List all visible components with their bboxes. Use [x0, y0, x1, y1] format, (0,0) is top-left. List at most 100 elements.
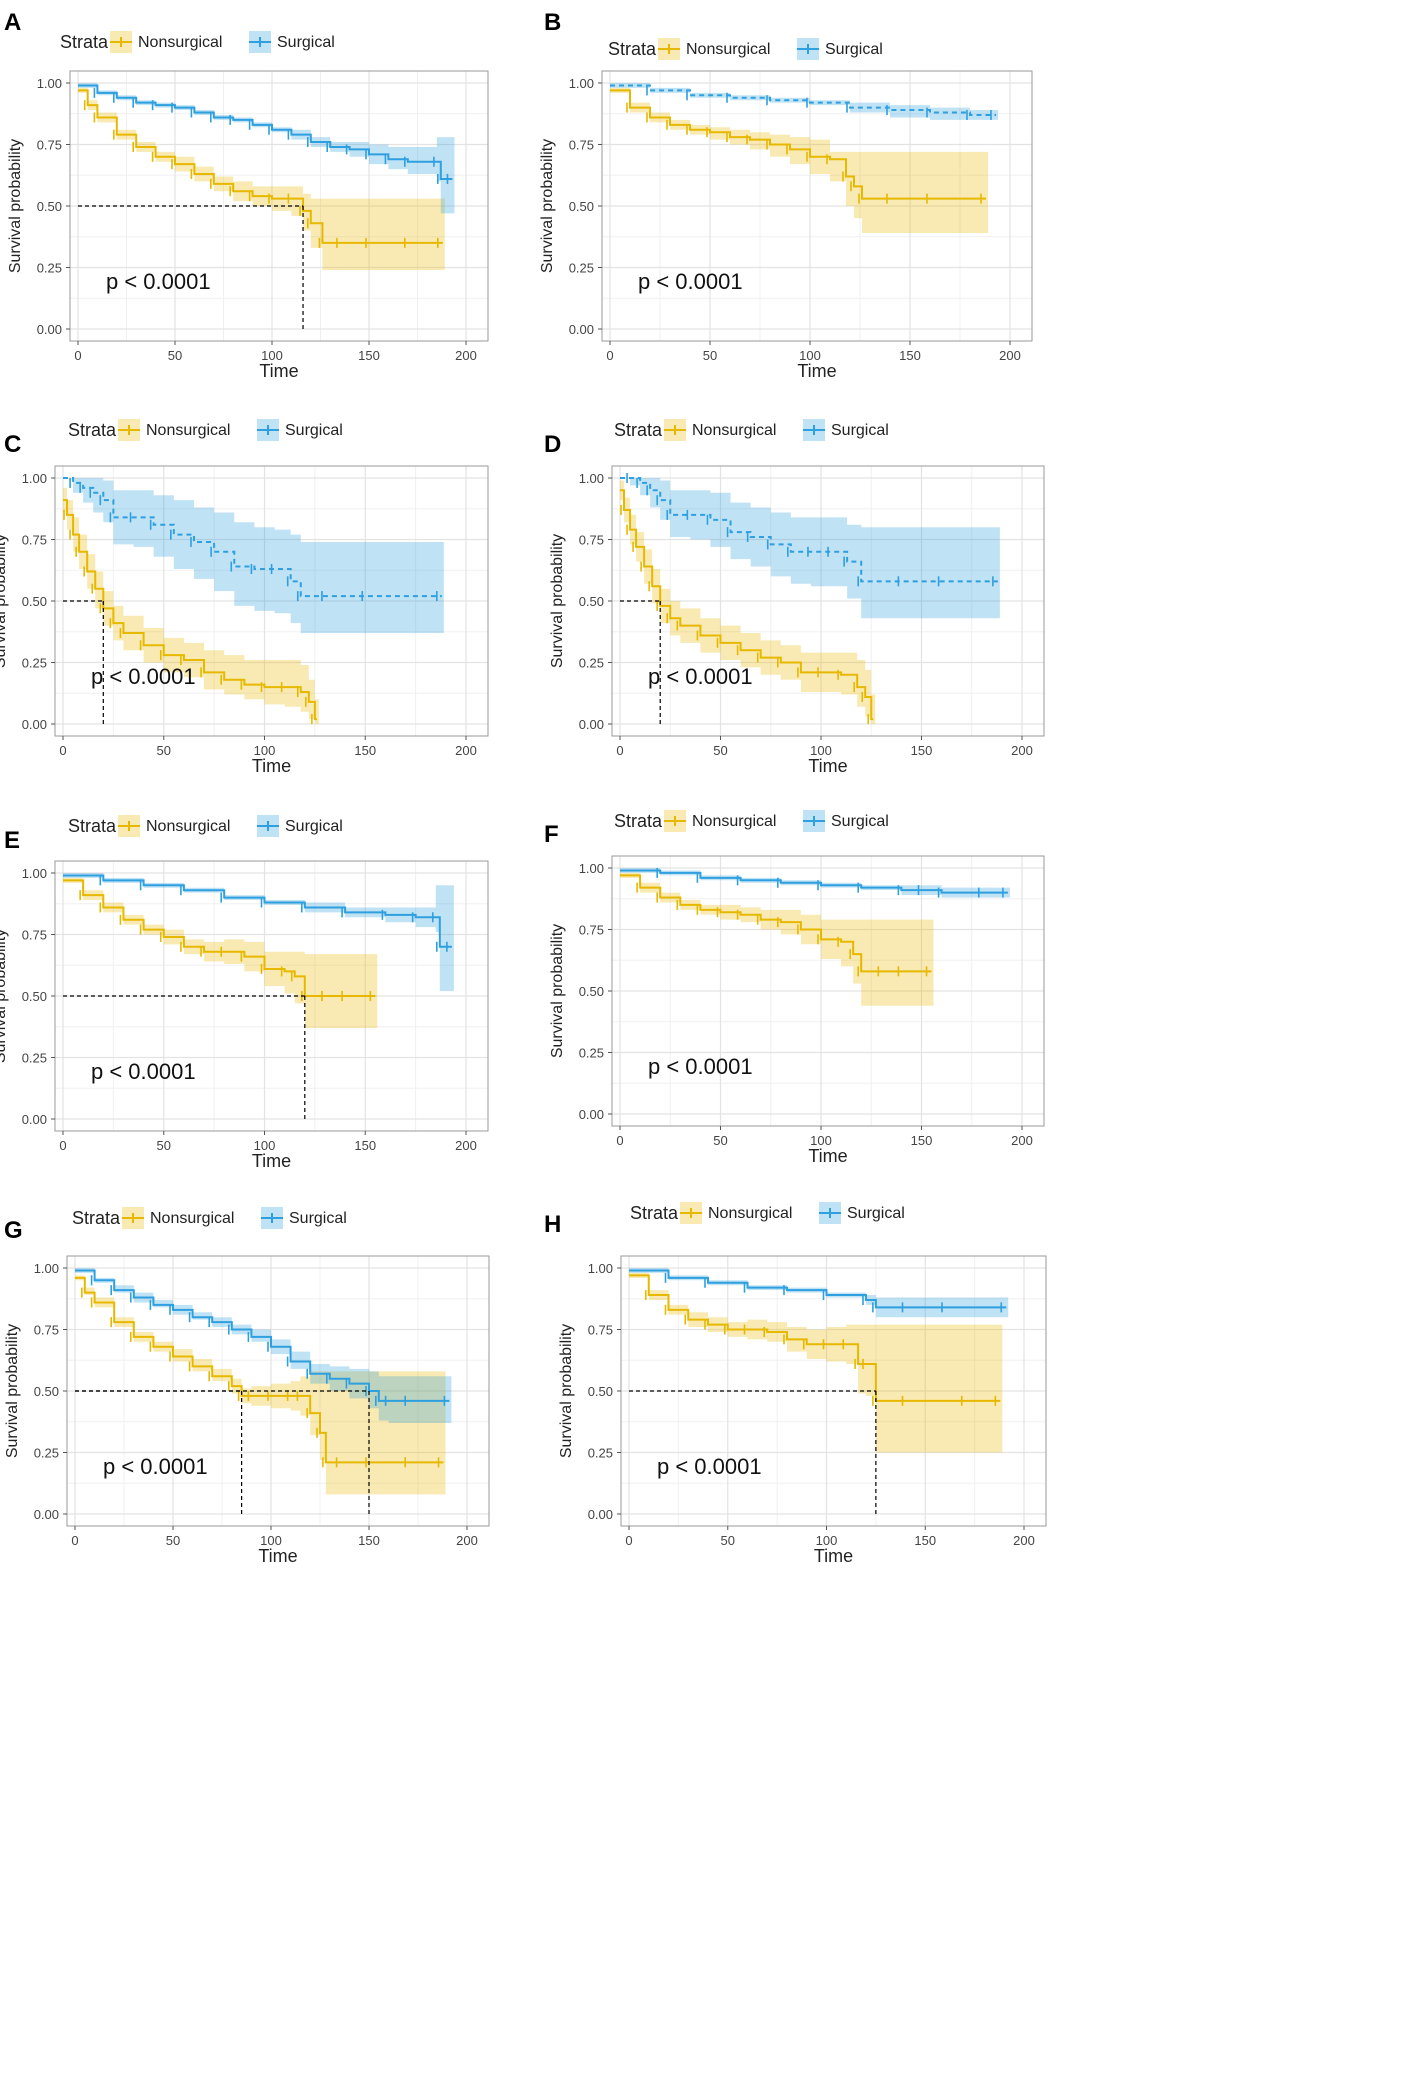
x-tick-label: 150: [358, 1533, 380, 1548]
survival-curve-surgical: [620, 869, 1008, 894]
panel-label: G: [4, 1217, 23, 1244]
series-nonsurgical: [620, 480, 876, 725]
legend-label-nonsurgical: Nonsurgical: [692, 422, 776, 439]
x-axis-title: Time: [808, 1146, 847, 1166]
x-tick-label: 50: [166, 1533, 180, 1548]
survival-curve-nonsurgical: [629, 1274, 1001, 1402]
y-tick-label: 1.00: [22, 866, 47, 881]
y-tick-label: 0.75: [579, 533, 604, 548]
ci-band-surgical: [78, 83, 455, 214]
series-nonsurgical: [620, 872, 934, 1006]
y-tick-label: 0.25: [569, 261, 594, 276]
y-tick-label: 0.50: [569, 199, 594, 214]
x-tick-label: 0: [616, 1133, 623, 1148]
survival-curve-nonsurgical: [75, 1276, 444, 1464]
series-surgical: [63, 873, 454, 992]
legend-label-nonsurgical: Nonsurgical: [138, 34, 222, 51]
series-surgical: [610, 83, 998, 120]
y-tick-label: 0.00: [579, 1107, 604, 1122]
y-tick-label: 1.00: [37, 76, 62, 91]
x-tick-label: 200: [1013, 1533, 1035, 1548]
x-tick-label: 200: [455, 1138, 477, 1153]
x-tick-label: 100: [260, 1533, 282, 1548]
y-tick-label: 1.00: [579, 861, 604, 876]
panel-g: G Strata Nonsurgical Surgical 0.00 0.25 0.50 0.…: [4, 1207, 490, 1566]
x-axis-title: Time: [814, 1546, 853, 1566]
legend-title: Strata: [630, 1203, 679, 1223]
series-nonsurgical: [629, 1272, 1003, 1453]
x-tick-label: 100: [799, 348, 821, 363]
legend: Strata Nonsurgical Surgical: [614, 810, 889, 832]
panel-label: D: [544, 431, 561, 458]
y-tick-label: 0.50: [22, 989, 47, 1004]
ci-band-nonsurgical: [629, 1272, 1003, 1453]
x-tick-label: 200: [1011, 1133, 1033, 1148]
x-tick-label: 150: [914, 1533, 936, 1548]
y-tick-label: 1.00: [34, 1261, 59, 1276]
x-tick-label: 0: [59, 1138, 66, 1153]
y-tick-label: 0.75: [569, 138, 594, 153]
ci-band-surgical: [629, 1268, 1009, 1318]
survival-curve-surgical: [63, 477, 442, 598]
ci-band-nonsurgical: [620, 872, 934, 1006]
panel-label: C: [4, 431, 21, 458]
p-value-annotation: p < 0.0001: [106, 269, 211, 294]
ci-band-nonsurgical: [63, 877, 378, 1028]
ci-band-nonsurgical: [75, 1275, 446, 1495]
y-tick-label: 0.75: [34, 1323, 59, 1338]
x-tick-label: 50: [157, 743, 171, 758]
x-axis-title: Time: [252, 1151, 291, 1171]
survival-curve-surgical: [629, 1269, 1007, 1309]
legend-label-nonsurgical: Nonsurgical: [708, 1205, 792, 1222]
panel-label: A: [4, 9, 21, 36]
y-axis-title: Survival probability: [539, 139, 556, 273]
survival-curve-nonsurgical: [78, 89, 443, 244]
y-tick-label: 0.25: [588, 1446, 613, 1461]
y-axis-title: Survival probability: [4, 1324, 21, 1458]
y-tick-label: 0.00: [34, 1507, 59, 1522]
p-value-annotation: p < 0.0001: [657, 1454, 762, 1479]
legend-label-surgical: Surgical: [831, 422, 889, 439]
y-tick-label: 0.50: [34, 1384, 59, 1399]
survival-curve-nonsurgical: [63, 879, 376, 997]
x-tick-label: 50: [703, 348, 717, 363]
series-surgical: [78, 83, 455, 214]
x-tick-label: 50: [721, 1533, 735, 1548]
p-value-annotation: p < 0.0001: [638, 269, 743, 294]
series-surgical: [620, 473, 1000, 619]
y-tick-label: 0.25: [22, 1051, 47, 1066]
legend: Strata Nonsurgical Surgical: [68, 815, 343, 837]
panel-a: A Strata Nonsurgical Surgical 0.00 0.25 0.50 0.…: [4, 9, 489, 381]
legend-label-surgical: Surgical: [277, 34, 335, 51]
x-tick-label: 150: [358, 348, 380, 363]
x-tick-label: 200: [999, 348, 1021, 363]
x-tick-label: 100: [810, 743, 832, 758]
panel-d: D Strata Nonsurgical Surgical 0.00 0.25 0.50 0.…: [544, 419, 1045, 776]
y-axis-title: Survival probability: [549, 534, 566, 668]
p-value-annotation: p < 0.0001: [103, 1454, 208, 1479]
x-tick-label: 100: [810, 1133, 832, 1148]
y-tick-label: 0.00: [22, 717, 47, 732]
legend-label-nonsurgical: Nonsurgical: [692, 813, 776, 830]
y-axis-title: Survival probability: [7, 139, 24, 273]
series-nonsurgical: [63, 487, 319, 725]
gridlines: [612, 856, 1044, 1126]
ci-band-nonsurgical: [78, 87, 445, 270]
y-tick-label: 0.00: [588, 1507, 613, 1522]
y-tick-label: 0.00: [37, 322, 62, 337]
gridlines: [55, 466, 488, 736]
survival-curve-nonsurgical: [620, 874, 932, 973]
legend-title: Strata: [60, 32, 109, 52]
y-tick-label: 0.00: [569, 322, 594, 337]
legend: Strata Nonsurgical Surgical: [608, 38, 883, 60]
panel-label: H: [544, 1211, 561, 1238]
gridlines: [602, 71, 1032, 341]
legend-label-surgical: Surgical: [285, 818, 343, 835]
x-tick-label: 200: [455, 348, 477, 363]
survival-curve-surgical: [610, 84, 996, 116]
y-tick-label: 0.00: [579, 717, 604, 732]
p-value-annotation: p < 0.0001: [648, 664, 753, 689]
x-tick-label: 200: [455, 743, 477, 758]
legend-title: Strata: [614, 420, 663, 440]
